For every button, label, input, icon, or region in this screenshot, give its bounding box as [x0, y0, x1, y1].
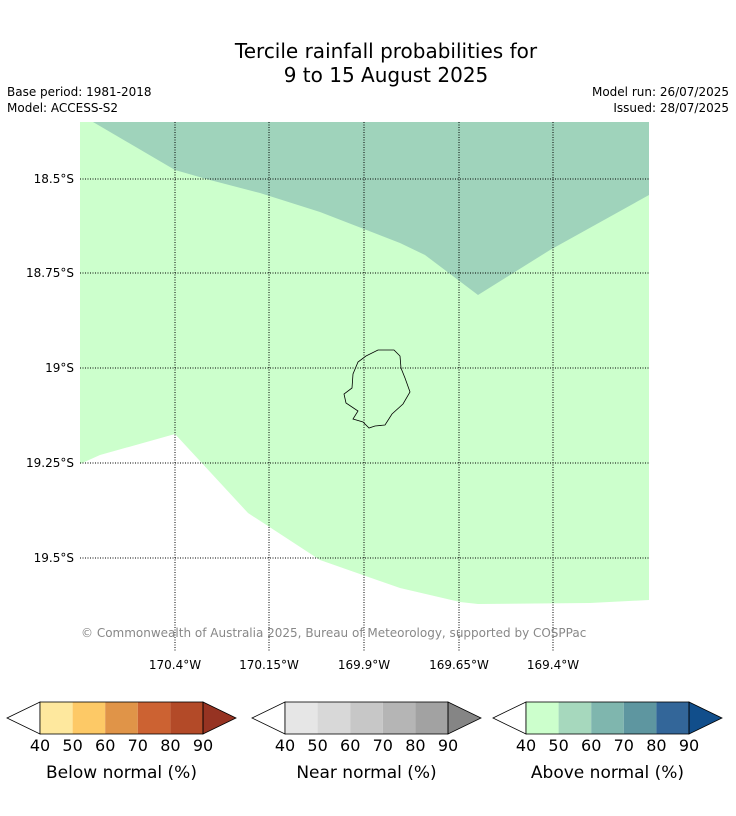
lon-label: 169.65°W [429, 658, 489, 672]
copyright-notice: © Commonwealth of Australia 2025, Bureau… [81, 626, 586, 640]
colorbar-tick-label: 40 [516, 736, 536, 755]
lat-label: 18.75°S [26, 266, 74, 280]
colorbar-tick-label: 60 [95, 736, 115, 755]
colorbar-tick-label: 90 [679, 736, 699, 755]
colorbar-tick-label: 50 [548, 736, 568, 755]
colorbar-outline [525, 701, 690, 735]
colorbar-tick-label: 60 [581, 736, 601, 755]
colorbar-min-extend [492, 701, 527, 735]
graticule [80, 122, 649, 652]
colorbar-swatch [526, 702, 559, 734]
colorbar-swatch [317, 702, 351, 734]
colorbar-tick-label: 70 [373, 736, 393, 755]
colorbar-swatch [105, 702, 138, 734]
colorbar-tick-label: 90 [193, 736, 213, 755]
colorbar-label: Near normal (%) [296, 763, 436, 783]
colorbar-swatch [40, 702, 73, 734]
lon-labels: 170.4°W 170.15°W 169.9°W 169.65°W 169.4°… [149, 658, 579, 672]
issued-date: Issued: 28/07/2025 [613, 101, 729, 115]
colorbar-tick-label: 80 [160, 736, 180, 755]
colorbar-outline [284, 701, 449, 735]
colorbar-swatch [285, 702, 318, 734]
lat-label: 19°S [45, 361, 74, 375]
colorbar-max-extend [202, 701, 237, 735]
colorbar-swatch [72, 702, 106, 734]
above-normal-50-60-region [93, 122, 649, 295]
colorbar-tick-label: 90 [438, 736, 458, 755]
colorbar-tick-label: 50 [307, 736, 327, 755]
colorbar-swatch [137, 702, 171, 734]
colorbar-swatch [350, 702, 383, 734]
colorbar-swatch [623, 702, 657, 734]
colorbar-swatch [656, 702, 689, 734]
map-title-line1: Tercile rainfall probabilities for [234, 39, 538, 63]
lat-label: 19.25°S [26, 456, 74, 470]
colorbar-tick-label: 70 [128, 736, 148, 755]
colorbar-outline [39, 701, 204, 735]
map-title-line2: 9 to 15 August 2025 [283, 63, 489, 87]
island-coastline [343, 349, 411, 429]
colorbar-max-extend [688, 701, 723, 735]
lon-label: 170.15°W [239, 658, 299, 672]
colorbar-tick-label: 80 [646, 736, 666, 755]
lon-label: 169.4°W [527, 658, 579, 672]
model-run: Model run: 26/07/2025 [591, 85, 729, 99]
colorbar-tick-label: 40 [275, 736, 295, 755]
colorbar-tick-label: 60 [340, 736, 360, 755]
base-period: Base period: 1981-2018 [7, 85, 152, 99]
colorbar-max-extend [447, 701, 482, 735]
colorbar-label: Above normal (%) [531, 763, 684, 783]
colorbar-tick-label: 40 [30, 736, 50, 755]
colorbar-label: Below normal (%) [46, 763, 197, 783]
lon-label: 170.4°W [149, 658, 201, 672]
lat-label: 19.5°S [34, 551, 74, 565]
colorbar-tick-label: 80 [405, 736, 425, 755]
colorbar-swatch [558, 702, 592, 734]
colorbars: 40 50 60 70 80 90 Below normal (%) 40 50 60 70 80 90… [6, 701, 723, 783]
colorbar-swatch [415, 702, 448, 734]
colorbar-swatch [170, 702, 203, 734]
lat-labels: 18.5°S 18.75°S 19°S 19.25°S 19.5°S [26, 172, 74, 565]
colorbar-min-extend [251, 701, 286, 735]
colorbar-tick-label: 70 [614, 736, 634, 755]
lat-label: 18.5°S [34, 172, 74, 186]
colorbar-tick-label: 50 [62, 736, 82, 755]
lon-label: 169.9°W [338, 658, 390, 672]
colorbar-min-extend [6, 701, 41, 735]
colorbar-2: 40 50 60 70 80 90 Above normal (%) [492, 701, 723, 783]
colorbar-swatch [382, 702, 416, 734]
forecast-map: 18.5°S 18.75°S 19°S 19.25°S 19.5°S 170.4… [26, 122, 649, 672]
colorbar-0: 40 50 60 70 80 90 Below normal (%) [6, 701, 237, 783]
colorbar-swatch [591, 702, 624, 734]
model-name: Model: ACCESS-S2 [7, 101, 119, 115]
